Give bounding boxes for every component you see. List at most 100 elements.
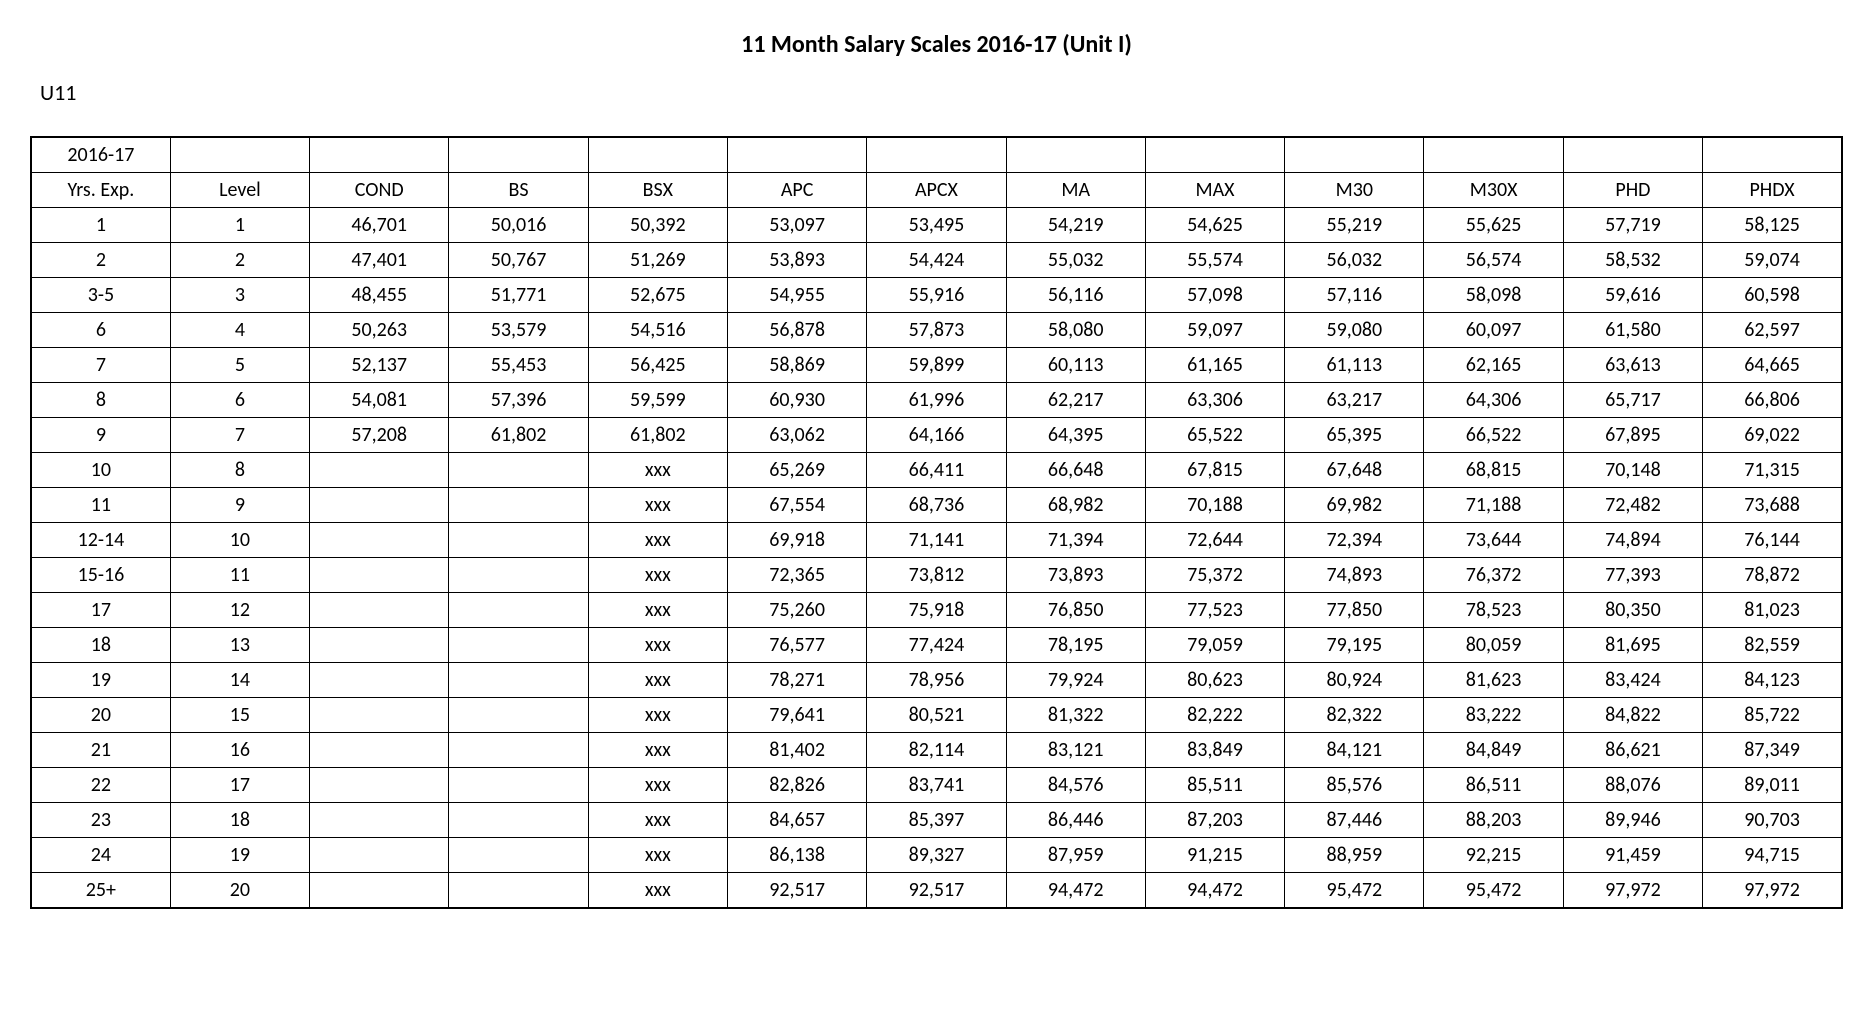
- table-cell: 3: [170, 278, 309, 313]
- table-cell: 59,080: [1285, 313, 1424, 348]
- table-row: 2116xxx81,40282,11483,12183,84984,12184,…: [31, 733, 1842, 768]
- salary-table: 2016-17Yrs. Exp.LevelCONDBSBSXAPCAPCXMAM…: [30, 136, 1843, 909]
- table-cell: 62,217: [1006, 383, 1145, 418]
- table-cell: xxx: [588, 838, 727, 873]
- table-row: 1146,70150,01650,39253,09753,49554,21954…: [31, 208, 1842, 243]
- table-cell: xxx: [588, 593, 727, 628]
- table-cell: [449, 523, 588, 558]
- table-cell: 92,215: [1424, 838, 1563, 873]
- table-cell: 95,472: [1285, 873, 1424, 909]
- table-cell: 61,165: [1145, 348, 1284, 383]
- table-cell: 60,097: [1424, 313, 1563, 348]
- table-cell: [310, 488, 449, 523]
- table-cell: 58,098: [1424, 278, 1563, 313]
- table-row: 1813xxx76,57777,42478,19579,05979,19580,…: [31, 628, 1842, 663]
- table-cell: 77,523: [1145, 593, 1284, 628]
- table-cell: [449, 628, 588, 663]
- table-cell: [449, 838, 588, 873]
- table-cell: 59,097: [1145, 313, 1284, 348]
- table-cell: 89,327: [867, 838, 1006, 873]
- table-cell: [310, 523, 449, 558]
- table-cell: 66,522: [1424, 418, 1563, 453]
- table-cell: 2: [31, 243, 170, 278]
- table-cell: 75,260: [727, 593, 866, 628]
- table-cell: 77,850: [1285, 593, 1424, 628]
- table-cell: 2: [170, 243, 309, 278]
- table-cell: 20: [170, 873, 309, 909]
- table-cell: 89,011: [1703, 768, 1842, 803]
- table-cell: 90,703: [1703, 803, 1842, 838]
- table-cell: [449, 698, 588, 733]
- table-cell: 64,166: [867, 418, 1006, 453]
- table-cell: 47,401: [310, 243, 449, 278]
- table-cell: 73,893: [1006, 558, 1145, 593]
- table-cell: 56,574: [1424, 243, 1563, 278]
- empty-cell: [170, 137, 309, 173]
- table-cell: 54,081: [310, 383, 449, 418]
- table-cell: 88,076: [1563, 768, 1702, 803]
- column-header: MA: [1006, 173, 1145, 208]
- table-cell: 61,996: [867, 383, 1006, 418]
- table-cell: 65,522: [1145, 418, 1284, 453]
- table-cell: 6: [170, 383, 309, 418]
- table-cell: xxx: [588, 558, 727, 593]
- table-header-row: Yrs. Exp.LevelCONDBSBSXAPCAPCXMAMAXM30M3…: [31, 173, 1842, 208]
- table-cell: 82,559: [1703, 628, 1842, 663]
- table-cell: 83,424: [1563, 663, 1702, 698]
- table-cell: 60,930: [727, 383, 866, 418]
- column-header: BSX: [588, 173, 727, 208]
- table-cell: 73,688: [1703, 488, 1842, 523]
- table-cell: 64,395: [1006, 418, 1145, 453]
- table-cell: 19: [170, 838, 309, 873]
- table-row: 119xxx67,55468,73668,98270,18869,98271,1…: [31, 488, 1842, 523]
- table-cell: 82,322: [1285, 698, 1424, 733]
- table-cell: [310, 453, 449, 488]
- table-cell: 67,648: [1285, 453, 1424, 488]
- table-cell: 54,424: [867, 243, 1006, 278]
- table-cell: [449, 558, 588, 593]
- column-header: APCX: [867, 173, 1006, 208]
- table-cell: 58,080: [1006, 313, 1145, 348]
- table-cell: 54,219: [1006, 208, 1145, 243]
- table-cell: 80,924: [1285, 663, 1424, 698]
- table-cell: 82,222: [1145, 698, 1284, 733]
- table-cell: 95,472: [1424, 873, 1563, 909]
- table-cell: 76,372: [1424, 558, 1563, 593]
- table-cell: 7: [170, 418, 309, 453]
- table-cell: 85,576: [1285, 768, 1424, 803]
- table-cell: 13: [170, 628, 309, 663]
- empty-cell: [310, 137, 449, 173]
- table-cell: 73,812: [867, 558, 1006, 593]
- empty-cell: [1563, 137, 1702, 173]
- period-cell: 2016-17: [31, 137, 170, 173]
- table-cell: 86,511: [1424, 768, 1563, 803]
- column-header: PHD: [1563, 173, 1702, 208]
- column-header: M30X: [1424, 173, 1563, 208]
- table-cell: 67,895: [1563, 418, 1702, 453]
- column-header: Yrs. Exp.: [31, 173, 170, 208]
- table-cell: 21: [31, 733, 170, 768]
- table-cell: 57,208: [310, 418, 449, 453]
- table-cell: [449, 488, 588, 523]
- table-cell: [310, 733, 449, 768]
- table-cell: 9: [31, 418, 170, 453]
- table-cell: 55,625: [1424, 208, 1563, 243]
- table-row: 9757,20861,80261,80263,06264,16664,39565…: [31, 418, 1842, 453]
- table-cell: [310, 803, 449, 838]
- table-cell: xxx: [588, 698, 727, 733]
- table-cell: 87,349: [1703, 733, 1842, 768]
- table-cell: 54,955: [727, 278, 866, 313]
- table-cell: 76,577: [727, 628, 866, 663]
- table-cell: xxx: [588, 488, 727, 523]
- table-cell: [310, 663, 449, 698]
- table-cell: 1: [31, 208, 170, 243]
- table-cell: 52,675: [588, 278, 727, 313]
- table-cell: 68,982: [1006, 488, 1145, 523]
- table-cell: 71,315: [1703, 453, 1842, 488]
- table-cell: [310, 558, 449, 593]
- table-cell: 66,648: [1006, 453, 1145, 488]
- table-cell: 92,517: [727, 873, 866, 909]
- table-row: 1712xxx75,26075,91876,85077,52377,85078,…: [31, 593, 1842, 628]
- table-cell: 25+: [31, 873, 170, 909]
- table-cell: 63,062: [727, 418, 866, 453]
